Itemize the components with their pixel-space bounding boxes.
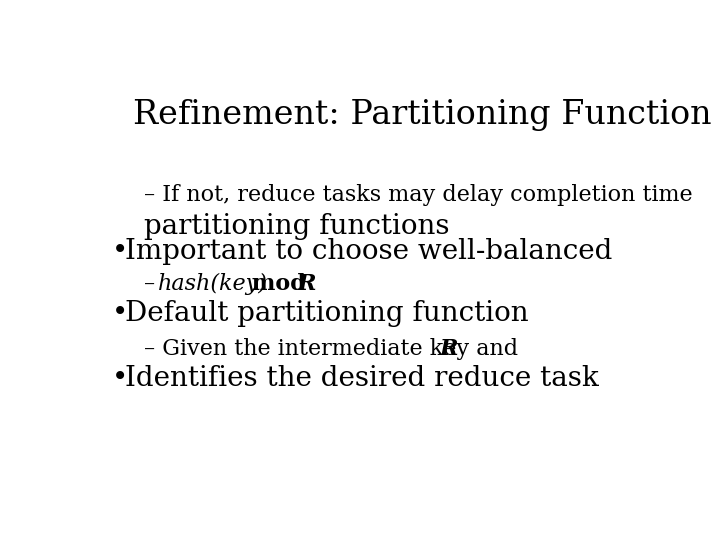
Text: – Given the intermediate key and: – Given the intermediate key and <box>144 338 526 360</box>
Text: •: • <box>112 365 128 392</box>
Text: R: R <box>297 273 316 295</box>
Text: – If not, reduce tasks may delay completion time: – If not, reduce tasks may delay complet… <box>144 184 693 206</box>
Text: R: R <box>440 338 458 360</box>
Text: mod: mod <box>243 273 313 295</box>
Text: Identifies the desired reduce task: Identifies the desired reduce task <box>125 365 599 392</box>
Text: hash(key): hash(key) <box>158 273 269 295</box>
Text: Important to choose well-balanced: Important to choose well-balanced <box>125 238 612 265</box>
Text: partitioning functions: partitioning functions <box>144 213 450 240</box>
Text: •: • <box>112 300 128 327</box>
Text: Refinement: Partitioning Function: Refinement: Partitioning Function <box>132 99 711 131</box>
Text: Default partitioning function: Default partitioning function <box>125 300 528 327</box>
Text: –: – <box>144 273 163 295</box>
Text: •: • <box>112 238 128 265</box>
